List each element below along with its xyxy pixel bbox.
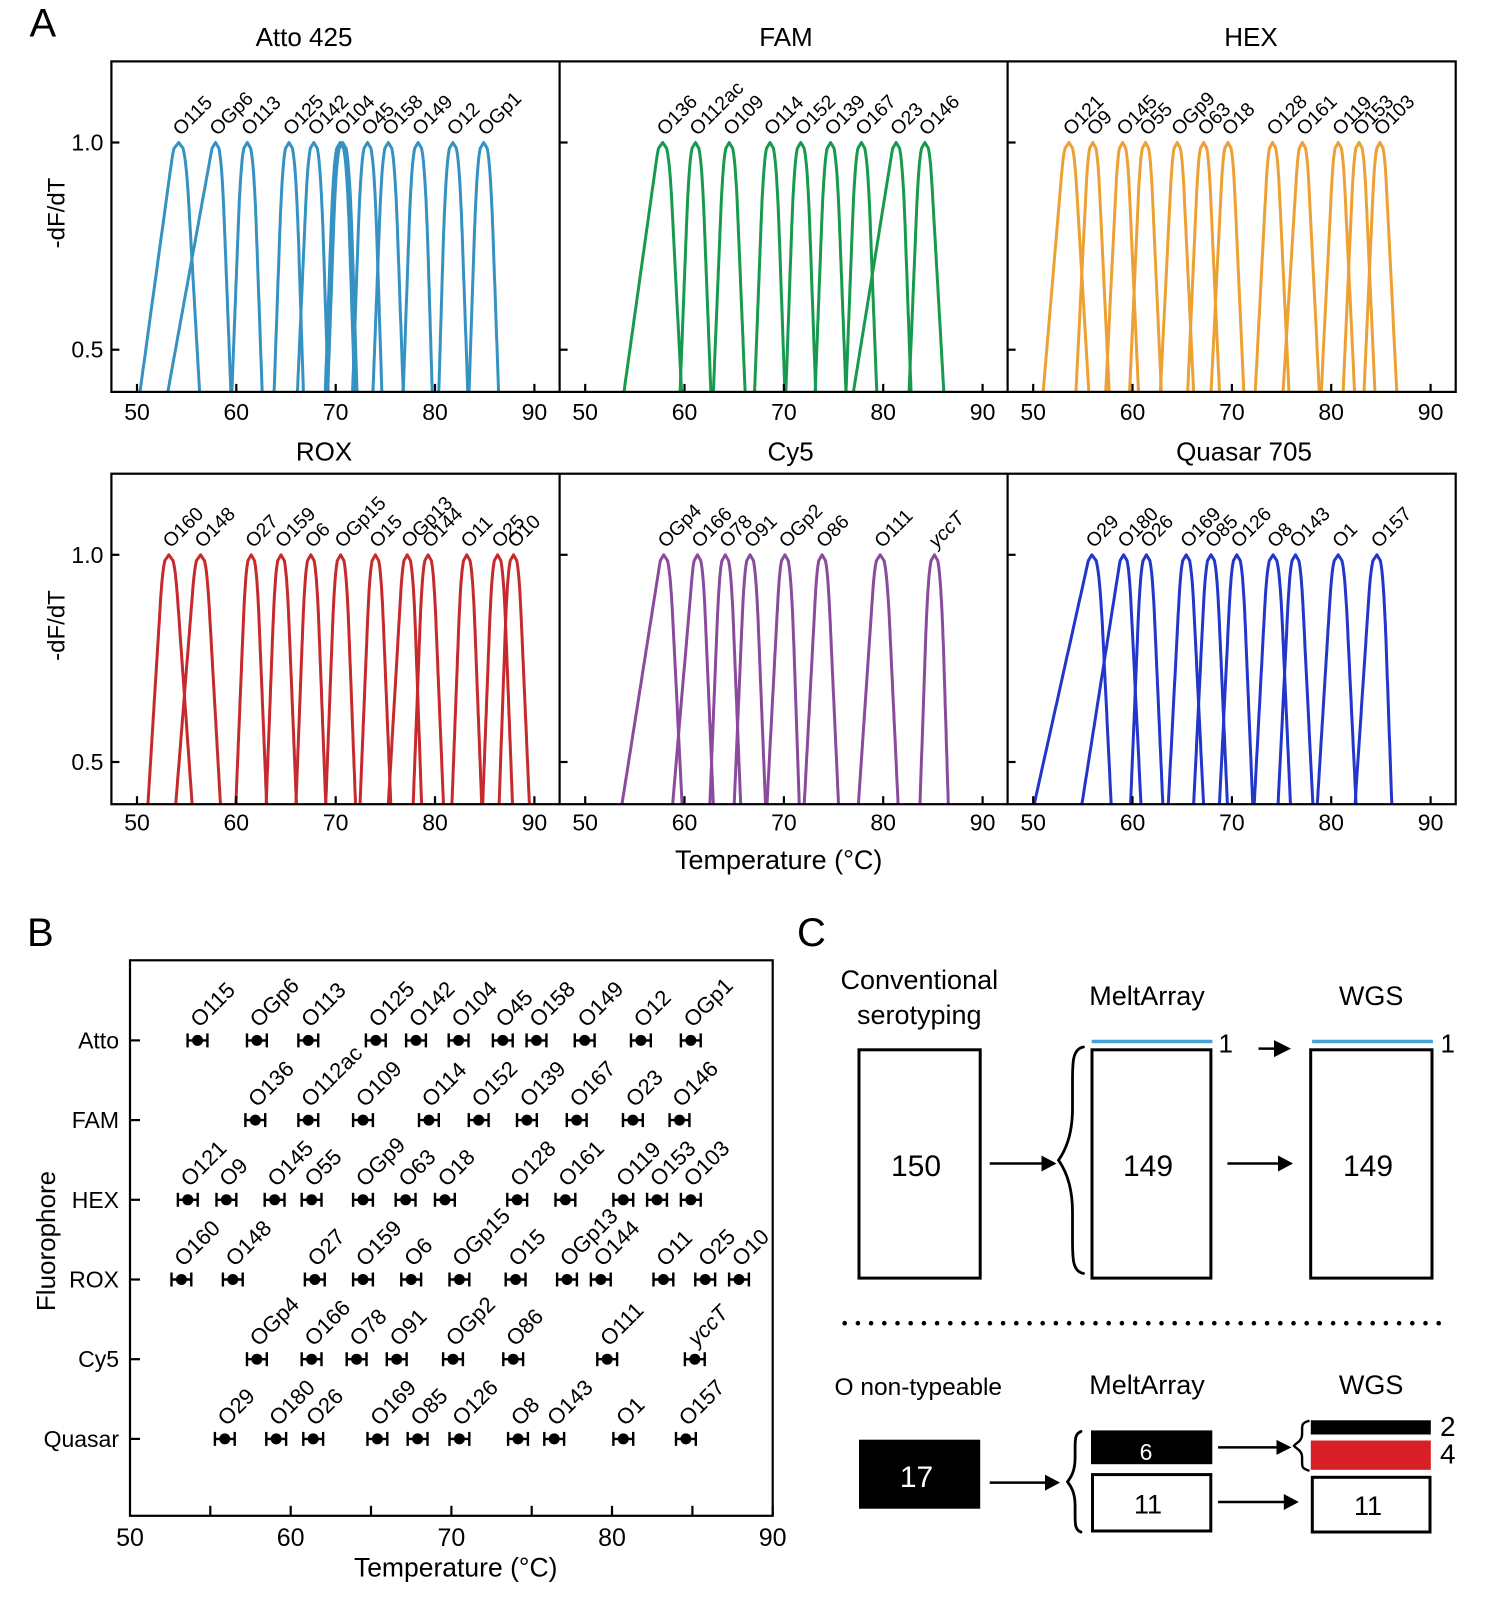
svg-text:Fluorophore: Fluorophore xyxy=(31,1171,61,1311)
svg-text:Temperature (°C): Temperature (°C) xyxy=(354,1553,558,1583)
svg-text:90: 90 xyxy=(759,1524,787,1552)
svg-text:90: 90 xyxy=(970,399,996,425)
svg-text:50: 50 xyxy=(1020,810,1046,836)
svg-text:150: 150 xyxy=(891,1150,941,1183)
svg-text:70: 70 xyxy=(437,1524,465,1552)
svg-text:11: 11 xyxy=(1134,1490,1162,1520)
svg-text:A: A xyxy=(30,2,57,46)
svg-text:1: 1 xyxy=(1441,1029,1455,1059)
svg-text:90: 90 xyxy=(1418,399,1444,425)
svg-text:1: 1 xyxy=(1219,1029,1233,1059)
svg-text:Quasar 705: Quasar 705 xyxy=(1176,437,1312,467)
svg-text:70: 70 xyxy=(323,399,349,425)
svg-text:MeltArray: MeltArray xyxy=(1089,981,1205,1011)
svg-text:Atto 425: Atto 425 xyxy=(256,22,353,52)
svg-text:60: 60 xyxy=(277,1524,305,1552)
svg-text:6: 6 xyxy=(1140,1439,1153,1465)
svg-text:serotyping: serotyping xyxy=(857,1000,982,1030)
svg-text:17: 17 xyxy=(900,1461,933,1494)
svg-text:0.5: 0.5 xyxy=(71,749,103,775)
svg-text:149: 149 xyxy=(1343,1150,1393,1183)
svg-text:-dF/dT: -dF/dT xyxy=(44,590,71,661)
svg-text:60: 60 xyxy=(1120,399,1146,425)
svg-text:FAM: FAM xyxy=(72,1107,119,1133)
svg-text:HEX: HEX xyxy=(72,1187,119,1213)
svg-text:70: 70 xyxy=(323,810,349,836)
svg-text:ROX: ROX xyxy=(69,1267,119,1293)
svg-text:60: 60 xyxy=(224,810,250,836)
svg-text:0.5: 0.5 xyxy=(71,337,103,363)
svg-text:50: 50 xyxy=(124,810,150,836)
svg-text:90: 90 xyxy=(970,810,996,836)
svg-text:70: 70 xyxy=(1219,810,1245,836)
svg-text:80: 80 xyxy=(870,810,896,836)
svg-text:MeltArray: MeltArray xyxy=(1089,1370,1205,1400)
svg-text:-dF/dT: -dF/dT xyxy=(44,177,71,248)
svg-text:Quasar: Quasar xyxy=(44,1426,120,1452)
svg-text:50: 50 xyxy=(124,399,150,425)
svg-text:1.0: 1.0 xyxy=(71,542,103,568)
svg-text:O non-typeable: O non-typeable xyxy=(835,1374,1003,1401)
svg-text:90: 90 xyxy=(1418,810,1444,836)
svg-text:80: 80 xyxy=(422,399,448,425)
svg-text:Temperature (°C): Temperature (°C) xyxy=(675,845,882,875)
svg-text:80: 80 xyxy=(1318,399,1344,425)
svg-text:80: 80 xyxy=(1318,810,1344,836)
svg-text:Atto: Atto xyxy=(78,1027,119,1053)
svg-text:50: 50 xyxy=(572,399,598,425)
svg-text:60: 60 xyxy=(224,399,250,425)
svg-text:2: 2 xyxy=(1440,1411,1456,1442)
svg-text:11: 11 xyxy=(1354,1491,1382,1521)
svg-text:60: 60 xyxy=(1120,810,1146,836)
svg-text:4: 4 xyxy=(1440,1439,1456,1470)
svg-text:60: 60 xyxy=(672,810,698,836)
svg-text:70: 70 xyxy=(1219,399,1245,425)
svg-text:Cy5: Cy5 xyxy=(78,1346,119,1372)
svg-text:FAM: FAM xyxy=(759,22,812,52)
svg-text:ROX: ROX xyxy=(296,437,352,467)
svg-text:80: 80 xyxy=(598,1524,626,1552)
svg-text:90: 90 xyxy=(522,399,548,425)
svg-text:WGS: WGS xyxy=(1339,981,1404,1011)
svg-text:50: 50 xyxy=(116,1524,144,1552)
svg-text:B: B xyxy=(27,911,54,955)
svg-text:1.0: 1.0 xyxy=(71,130,103,156)
svg-text:90: 90 xyxy=(522,810,548,836)
svg-text:50: 50 xyxy=(1020,399,1046,425)
svg-text:Conventional: Conventional xyxy=(840,965,998,995)
svg-text:80: 80 xyxy=(870,399,896,425)
svg-text:HEX: HEX xyxy=(1224,22,1277,52)
svg-text:80: 80 xyxy=(422,810,448,836)
svg-text:C: C xyxy=(797,911,826,955)
svg-text:70: 70 xyxy=(771,399,797,425)
svg-text:Cy5: Cy5 xyxy=(767,437,813,467)
svg-text:60: 60 xyxy=(672,399,698,425)
svg-text:50: 50 xyxy=(572,810,598,836)
svg-text:149: 149 xyxy=(1123,1150,1173,1183)
svg-text:70: 70 xyxy=(771,810,797,836)
svg-text:WGS: WGS xyxy=(1339,1370,1404,1400)
